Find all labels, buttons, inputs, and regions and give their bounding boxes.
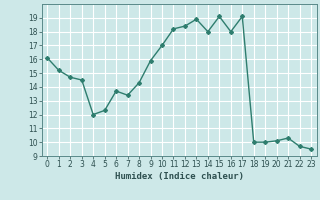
X-axis label: Humidex (Indice chaleur): Humidex (Indice chaleur)	[115, 172, 244, 181]
